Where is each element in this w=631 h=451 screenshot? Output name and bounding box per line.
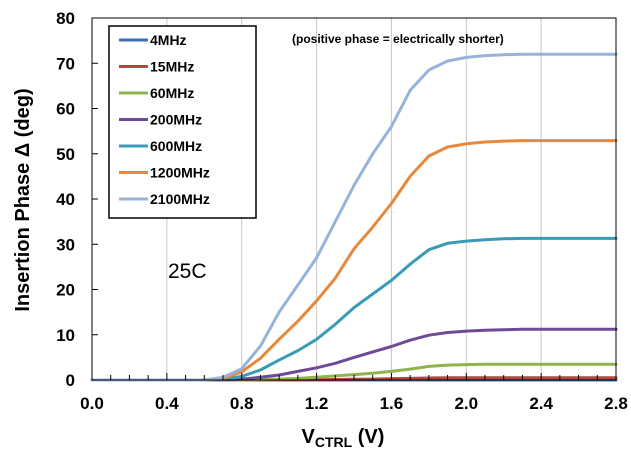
y-axis-title: Insertion Phase Δ (deg) [12,88,34,311]
temperature-label: 25C [168,260,207,283]
x-tick-label: 2.8 [604,394,628,413]
x-axis-title-subscript: CTRL [315,434,353,450]
legend: 4MHz 15MHz 60MHz 200MHz 600MHz 1200MHz 2100MHz [108,25,257,219]
legend-label-60mhz: 60MHz [150,85,194,101]
y-tick-label: 40 [56,190,75,209]
y-tick-label: 50 [56,145,75,164]
phase-annotation: (positive phase = electrically shorter) [292,32,504,46]
legend-label-1200mhz: 1200MHz [150,165,210,181]
legend-box [108,25,257,219]
x-tick-label: 0.4 [155,394,179,413]
legend-label-15mhz: 15MHz [150,59,194,75]
x-axis-title-main: V [302,426,316,448]
x-axis-title-unit: (V) [352,426,384,448]
y-tick-label: 20 [56,281,75,300]
y-tick-label: 80 [56,9,75,28]
x-tick-label: 0.0 [80,394,104,413]
tick-labels: 0 10 20 30 40 50 60 70 80 0.0 0.4 0.8 1.2 1.6 2.0 2.4 2.… [56,9,628,413]
x-tick-label: 2.0 [454,394,478,413]
x-tick-label: 2.4 [529,394,553,413]
y-tick-label: 0 [66,371,75,390]
axes [91,17,617,381]
legend-label-200mhz: 200MHz [150,112,202,128]
legend-label-600mhz: 600MHz [150,138,202,154]
legend-label-2100mhz: 2100MHz [150,191,210,207]
x-tick-label: 1.6 [380,394,404,413]
y-tick-label: 60 [56,100,75,119]
x-tick-label: 1.2 [305,394,329,413]
y-tick-label: 30 [56,235,75,254]
y-tick-label: 70 [56,54,75,73]
x-axis-title: VCTRL (V) [302,426,385,450]
x-tick-label: 0.8 [230,394,254,413]
legend-label-4mhz: 4MHz [150,32,187,48]
y-tick-label: 10 [56,326,75,345]
